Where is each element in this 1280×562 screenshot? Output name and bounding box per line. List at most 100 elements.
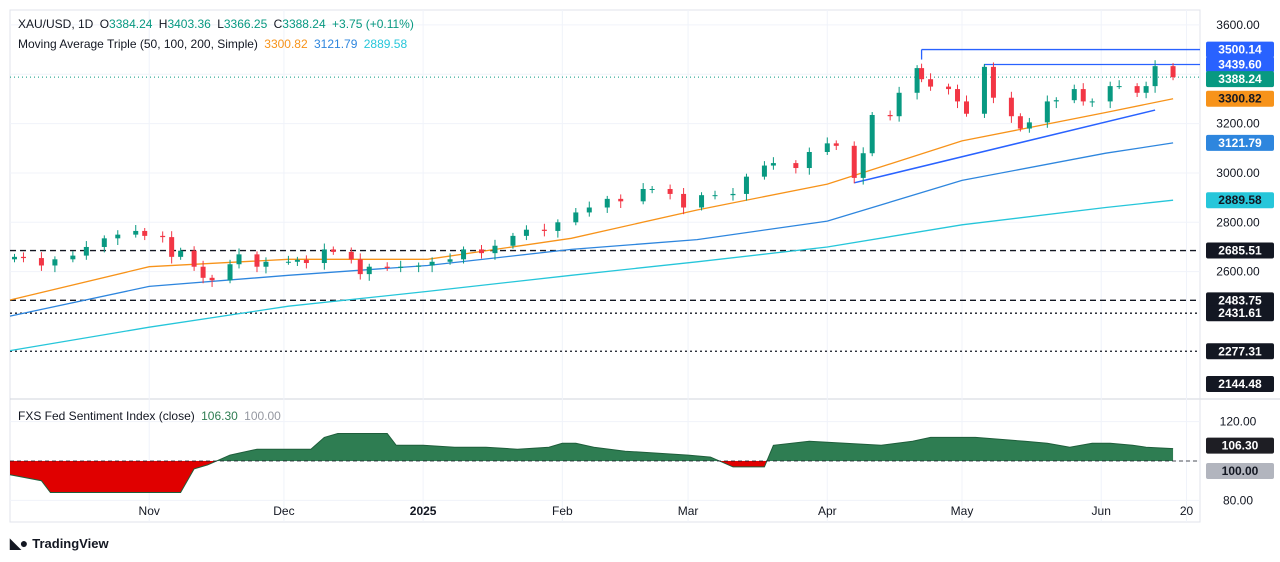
time-tick-label: Nov: [139, 504, 160, 518]
gridlines: [9, 9, 1280, 523]
candle-body: [1044, 101, 1050, 123]
index-base: 100.00: [244, 409, 281, 423]
candle-body: [11, 256, 17, 260]
high-value: 3403.36: [167, 17, 211, 31]
candle-body: [115, 234, 121, 239]
candle-body: [209, 277, 215, 281]
candle-body: [294, 259, 300, 262]
candle-body: [681, 193, 687, 208]
candle-body: [348, 251, 354, 260]
candle-body: [398, 266, 404, 268]
index-label: FXS Fed Sentiment Index (close): [18, 409, 195, 423]
time-tick-label: Dec: [273, 504, 294, 518]
price-tag: 2277.31: [1218, 344, 1262, 358]
candle-body: [101, 238, 107, 247]
candle-body: [573, 212, 579, 223]
price-tick-label: 2800.00: [1216, 215, 1260, 229]
support-trendline: [854, 109, 1156, 184]
indicator-pane: [9, 433, 1200, 493]
candle-body: [770, 163, 776, 166]
price-axis: 2600.002800.003000.003200.003400.003600.…: [1206, 18, 1274, 507]
chart-legend-index: FXS Fed Sentiment Index (close) 106.30 1…: [18, 409, 284, 423]
candle-body: [1080, 89, 1086, 102]
open-label: O: [99, 17, 110, 31]
tradingview-wordmark: TradingView: [32, 536, 109, 551]
price-tag: 2431.61: [1218, 306, 1262, 320]
ma100-value: 3121.79: [314, 37, 358, 51]
candle-body: [461, 249, 467, 260]
price-tag-bg: [1206, 376, 1274, 393]
chart-legend-price: XAU/USD, 1D O3384.24 H3403.36 L3366.25 C…: [18, 17, 417, 31]
candle-body: [1071, 89, 1077, 101]
candle-body: [919, 68, 925, 80]
candle-body: [667, 188, 673, 194]
candle-body: [806, 151, 812, 169]
candle-body: [1134, 86, 1140, 93]
candle-body: [833, 143, 839, 146]
candle-body: [357, 259, 363, 275]
price-tag-bg: [1206, 71, 1274, 88]
candle-body: [510, 235, 516, 246]
price-tag-bg: [1206, 90, 1274, 107]
candle-body: [824, 143, 830, 152]
candle-body: [955, 89, 961, 102]
candle-body: [227, 264, 233, 281]
candle-body: [649, 188, 655, 190]
indicator-tag-bg: [1206, 437, 1274, 454]
time-tick-label: Mar: [678, 504, 699, 518]
time-tick-label: 2025: [410, 504, 437, 518]
candle-body: [254, 254, 260, 267]
time-tick-label: Jun: [1092, 504, 1111, 518]
candle-body: [52, 259, 58, 266]
candle-body: [263, 261, 269, 267]
candle-body: [896, 92, 902, 117]
ma-label: Moving Average Triple (50, 100, 200, Sim…: [18, 37, 258, 51]
price-tag-bg: [1206, 343, 1274, 360]
sentiment-positive-area: [216, 433, 1174, 461]
candle-body: [712, 195, 718, 197]
candle-body: [416, 265, 422, 267]
price-tag-bg: [1206, 56, 1274, 73]
candle-body: [743, 176, 749, 194]
candle-body: [869, 114, 875, 154]
candle-body: [523, 229, 529, 236]
ma200-value: 2889.58: [363, 37, 408, 51]
low-value: 3366.25: [223, 17, 268, 31]
candle-body: [699, 195, 705, 208]
ma50-value: 3300.82: [264, 37, 308, 51]
candle-body: [285, 261, 291, 263]
sentiment-negative-area: [10, 461, 767, 493]
candle-body: [541, 229, 547, 231]
index-value: 106.30: [201, 409, 238, 423]
candle-body: [303, 259, 309, 264]
candle-body: [914, 68, 920, 93]
price-tag: 3500.14: [1218, 43, 1262, 57]
candle-body: [492, 245, 498, 254]
close-value: 3388.24: [282, 17, 326, 31]
price-pane: [9, 48, 1200, 352]
candle-body: [366, 266, 372, 275]
candle-body: [236, 254, 242, 265]
candle-body: [963, 101, 969, 114]
candle-body: [618, 198, 624, 202]
candle-body: [851, 145, 857, 178]
candle-body: [1089, 101, 1095, 103]
candle-body: [429, 261, 435, 266]
candle-body: [384, 266, 390, 268]
price-tag: 2483.75: [1218, 293, 1262, 307]
symbol-label: XAU/USD, 1D: [18, 17, 94, 31]
candle-body: [83, 246, 89, 256]
price-tag-bg: [1206, 134, 1274, 151]
candle-body: [604, 198, 610, 208]
time-axis: Nov Dec 2025 Feb Mar Apr May Jun 20: [139, 504, 1194, 518]
candle-body: [330, 249, 336, 252]
ma200-line: [9, 199, 1174, 352]
candle-body: [1053, 100, 1059, 102]
ma50-line: [9, 98, 1174, 301]
tradingview-logo[interactable]: ◣● TradingView: [10, 535, 109, 552]
candle-body: [887, 114, 893, 117]
candle-body: [640, 188, 646, 202]
ma100-line: [9, 142, 1174, 317]
candle-body: [555, 222, 561, 231]
